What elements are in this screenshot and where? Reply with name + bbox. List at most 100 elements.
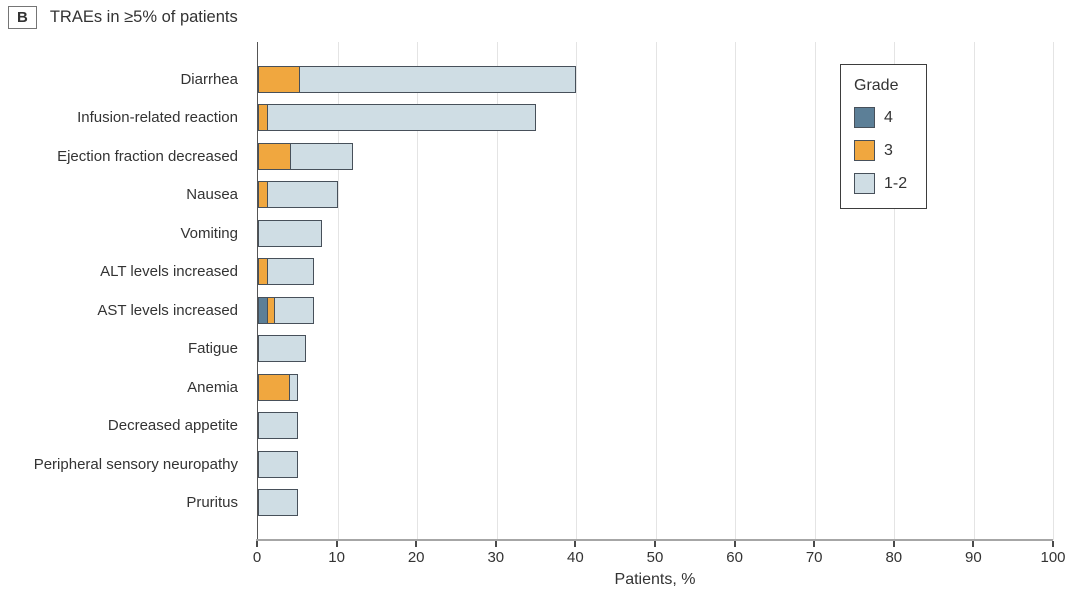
x-axis-tick-label: 80 — [885, 549, 903, 566]
stacked-bar — [258, 335, 306, 363]
stacked-bar — [258, 258, 314, 286]
legend-item: 3 — [854, 140, 916, 161]
x-axis-line — [256, 539, 1053, 541]
stacked-bar — [258, 489, 298, 517]
x-axis-tick-mark — [813, 541, 816, 547]
gridline — [1053, 42, 1054, 540]
stacked-bar — [258, 450, 298, 478]
bar-segment-grade-3 — [259, 259, 267, 285]
bar-segment-grade-1-2 — [259, 490, 297, 516]
category-label: Vomiting — [180, 224, 238, 242]
bar-row — [258, 60, 1053, 99]
x-axis-label: Patients, % — [614, 571, 696, 588]
gridline — [814, 42, 816, 540]
bar-row — [258, 330, 1053, 369]
legend-swatch-grade-1-2 — [854, 173, 875, 194]
bar-segment-grade-3 — [259, 66, 299, 92]
bar-segment-grade-1-2 — [266, 259, 313, 285]
plot-area — [257, 42, 1054, 540]
x-axis-tick-mark — [574, 541, 577, 547]
x-axis-tick-label: 40 — [567, 549, 584, 566]
x-axis-tick-label: 70 — [805, 549, 823, 566]
bar-segment-grade-3 — [259, 143, 291, 169]
x-axis-tick-mark — [972, 541, 975, 547]
bar-segment-grade-1-2 — [259, 413, 297, 439]
gridline — [417, 42, 418, 540]
x-axis-tick-label: 20 — [407, 549, 425, 566]
x-axis-tick-mark — [892, 541, 895, 547]
x-axis-tick-mark — [654, 541, 656, 547]
category-label: Peripheral sensory neuropathy — [33, 455, 238, 473]
bar-segment-grade-1-2 — [290, 143, 353, 169]
x-axis-tick-label: 30 — [487, 549, 505, 566]
figure-title: TRAEs in ≥5% of patients — [49, 8, 238, 26]
stacked-bar — [258, 412, 298, 440]
bar-segment-grade-3 — [259, 105, 267, 131]
bar-segment-grade-1-2 — [289, 374, 297, 400]
category-label: Anemia — [187, 378, 238, 396]
legend-swatch-grade-4 — [854, 107, 875, 128]
bar-row — [258, 368, 1053, 407]
x-axis-tick-mark — [335, 541, 338, 547]
gridline — [337, 42, 339, 540]
stacked-bar — [258, 142, 354, 170]
bar-segment-grade-3 — [266, 297, 275, 323]
bar-segment-grade-1-2 — [298, 66, 575, 92]
x-axis-tick-mark — [733, 541, 736, 547]
bar-segment-grade-1-2 — [274, 297, 313, 323]
gridline — [735, 42, 736, 540]
stacked-bar — [258, 373, 298, 401]
x-axis: 0 10 20 30 40 50 60 70 80 90 100 — [253, 539, 1066, 569]
category-label: Pruritus — [186, 494, 238, 512]
x-axis-tick-label: 100 — [1040, 549, 1066, 566]
legend-items: 4 3 1-2 — [854, 107, 916, 194]
figure-header: B TRAEs in ≥5% of patients — [8, 6, 238, 29]
gridline — [655, 42, 657, 540]
category-label: Infusion-related reaction — [77, 109, 238, 127]
bar-segment-grade-1-2 — [266, 182, 337, 208]
legend-label: 4 — [884, 108, 893, 126]
bar-segment-grade-1-2 — [266, 105, 536, 131]
x-axis-tick-mark — [415, 541, 418, 547]
bar-row — [258, 253, 1053, 292]
bar-row — [258, 291, 1053, 330]
x-axis-tick-mark — [1052, 541, 1054, 547]
bar-segment-grade-1-2 — [259, 220, 321, 246]
category-label: Ejection fraction decreased — [57, 147, 238, 165]
legend: Grade 4 3 1-2 — [840, 64, 927, 209]
bar-rows — [258, 42, 1053, 540]
category-label: Decreased appetite — [107, 417, 238, 435]
legend-item: 1-2 — [854, 173, 916, 194]
bar-row — [258, 484, 1053, 523]
category-label: Fatigue — [187, 340, 238, 358]
legend-label: 1-2 — [884, 174, 908, 192]
gridline — [576, 42, 577, 540]
x-axis-tick-label: 60 — [726, 549, 743, 566]
legend-label: 3 — [884, 141, 893, 159]
bar-segment-grade-1-2 — [259, 336, 305, 362]
legend-title: Grade — [854, 77, 899, 94]
bar-segment-grade-4 — [259, 297, 267, 323]
x-axis-tick-label: 10 — [328, 549, 345, 566]
panel-label-badge: B — [8, 6, 37, 29]
bar-row — [258, 99, 1053, 138]
gridline — [496, 42, 498, 540]
bar-row — [258, 176, 1053, 215]
category-label: Nausea — [186, 186, 238, 204]
bar-segment-grade-3 — [259, 374, 290, 400]
category-label: AST levels increased — [97, 301, 238, 319]
bar-segment-grade-3 — [259, 182, 267, 208]
bar-segment-grade-1-2 — [259, 451, 297, 477]
gridline — [894, 42, 895, 540]
bar-row — [258, 445, 1053, 484]
bar-row — [258, 407, 1053, 446]
x-axis-tick-mark — [256, 541, 258, 547]
category-label: ALT levels increased — [100, 263, 238, 281]
category-labels: Diarrhea Infusion-related reaction Ejectio… — [0, 42, 248, 522]
x-axis-tick-label: 0 — [252, 549, 262, 566]
x-axis-tick-label: 50 — [646, 549, 664, 566]
stacked-bar — [258, 296, 314, 324]
gridline — [973, 42, 975, 540]
bar-row — [258, 214, 1053, 253]
